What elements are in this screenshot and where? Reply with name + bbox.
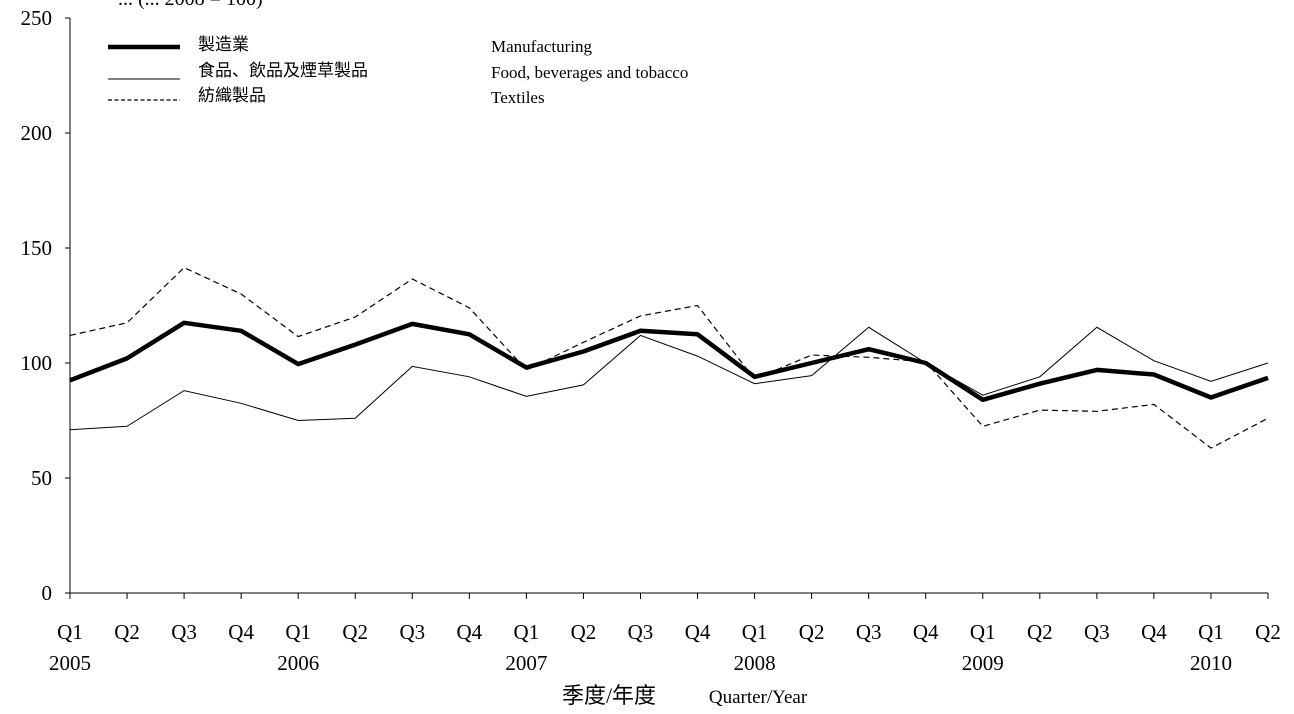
x-tick-label-year: 2009 xyxy=(962,651,1004,675)
y-tick-label: 0 xyxy=(42,581,53,605)
y-tick-label: 100 xyxy=(21,351,53,375)
x-tick-label-year: 2006 xyxy=(277,651,319,675)
y-tick-label: 50 xyxy=(31,466,52,490)
x-tick-label-year: 2010 xyxy=(1190,651,1232,675)
y-tick-label: 200 xyxy=(21,121,53,145)
x-tick-label-quarter: Q1 xyxy=(514,620,540,644)
x-tick-label-quarter: Q1 xyxy=(57,620,83,644)
legend-label-en-food: Food, beverages and tobacco xyxy=(491,63,688,82)
y-axis-label: ... (... 2008 = 100) xyxy=(118,0,263,10)
x-tick-label-quarter: Q3 xyxy=(856,620,882,644)
x-tick-label-quarter: Q4 xyxy=(685,620,711,644)
x-tick-label-quarter: Q4 xyxy=(228,620,254,644)
x-tick-label-quarter: Q2 xyxy=(1027,620,1053,644)
legend-label-zh-food: 食品、飲品及煙草製品 xyxy=(198,61,368,80)
x-tick-label-year: 2008 xyxy=(734,651,776,675)
x-tick-label-quarter: Q1 xyxy=(742,620,768,644)
x-tick-label-quarter: Q1 xyxy=(970,620,996,644)
x-tick-label-quarter: Q4 xyxy=(913,620,939,644)
x-tick-label-year: 2007 xyxy=(505,651,547,675)
legend-label-zh-manufacturing: 製造業 xyxy=(198,35,249,54)
x-axis-title-zh: 季度/年度 xyxy=(562,683,656,708)
y-tick-label: 250 xyxy=(21,6,53,30)
series-line-manufacturing xyxy=(69,320,1269,403)
legend: 製造業 Manufacturing 食品、飲品及煙草製品 Food, bever… xyxy=(108,35,688,107)
x-tick-label-quarter: Q2 xyxy=(114,620,140,644)
x-tick-label-quarter: Q3 xyxy=(628,620,654,644)
legend-label-en-manufacturing: Manufacturing xyxy=(491,37,593,56)
x-tick-label-quarter: Q2 xyxy=(571,620,597,644)
x-tick-label-quarter: Q1 xyxy=(1198,620,1224,644)
x-axis-ticks: Q1 Q2 Q3 Q4 Q1 Q2 Q3 Q4 Q1 Q2 Q3 Q4 Q1 Q2 Q3 Q4 Q1 Q2 Q3 Q4… xyxy=(49,593,1281,675)
x-tick-label-quarter: Q4 xyxy=(1141,620,1167,644)
legend-label-en-textiles: Textiles xyxy=(491,88,545,107)
y-tick-label: 150 xyxy=(21,236,53,260)
x-tick-label-quarter: Q3 xyxy=(171,620,197,644)
x-tick-label-quarter: Q2 xyxy=(1255,620,1281,644)
y-axis-ticks: 0 50 100 150 200 250 xyxy=(21,6,70,605)
x-tick-label-quarter: Q3 xyxy=(399,620,425,644)
legend-label-zh-textiles: 紡織製品 xyxy=(198,86,266,105)
series-line-food-beverages-and-tobacco xyxy=(69,326,1269,431)
x-tick-label-quarter: Q2 xyxy=(799,620,825,644)
series-lines xyxy=(69,266,1269,449)
series-line-textiles xyxy=(69,266,1269,449)
x-tick-label-quarter: Q4 xyxy=(456,620,482,644)
x-tick-label-quarter: Q2 xyxy=(342,620,368,644)
x-axis-title-en: Quarter/Year xyxy=(709,687,808,708)
x-tick-label-quarter: Q1 xyxy=(285,620,311,644)
x-tick-label-quarter: Q3 xyxy=(1084,620,1110,644)
x-tick-label-year: 2005 xyxy=(49,651,91,675)
